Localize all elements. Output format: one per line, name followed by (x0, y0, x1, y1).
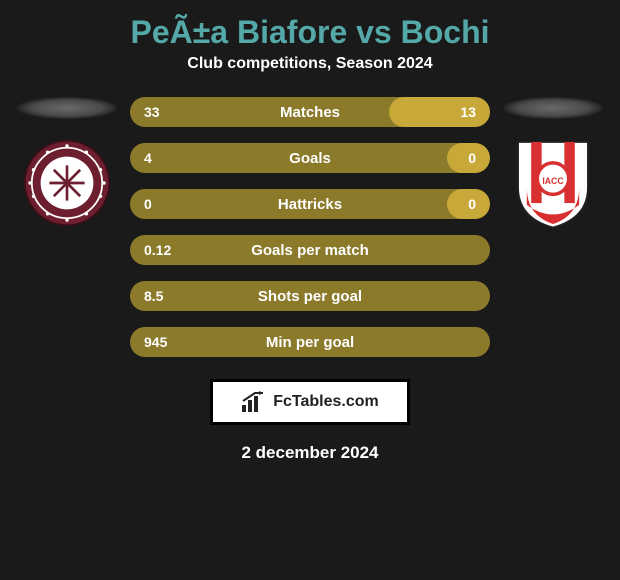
shadow-ellipse (17, 97, 117, 119)
stat-bar: 4Goals0 (130, 143, 490, 173)
stat-label: Matches (130, 97, 490, 127)
stat-bar: 0Hattricks0 (130, 189, 490, 219)
left-badge-column (12, 97, 122, 227)
stat-label: Min per goal (130, 327, 490, 357)
comparison-card: PeÃ±a Biafore vs Bochi Club competitions… (0, 0, 620, 463)
svg-text:IACC: IACC (542, 176, 564, 186)
date-line: 2 december 2024 (0, 443, 620, 463)
shadow-ellipse (503, 97, 603, 119)
page-title: PeÃ±a Biafore vs Bochi (0, 8, 620, 55)
stat-bar: 33Matches13 (130, 97, 490, 127)
stat-bar: 8.5Shots per goal (130, 281, 490, 311)
stat-bar: 0.12Goals per match (130, 235, 490, 265)
main-row: 33Matches134Goals00Hattricks00.12Goals p… (0, 97, 620, 357)
right-badge-column: IACC (498, 97, 608, 227)
stat-bar: 945Min per goal (130, 327, 490, 357)
instituto-badge-icon: IACC (509, 139, 597, 227)
stat-label: Shots per goal (130, 281, 490, 311)
stat-label: Goals per match (130, 235, 490, 265)
brand-text: FcTables.com (273, 393, 379, 411)
lanus-badge-icon (23, 139, 111, 227)
stat-label: Goals (130, 143, 490, 173)
stat-right-value: 0 (468, 143, 476, 173)
brand-box[interactable]: FcTables.com (210, 379, 410, 425)
stat-label: Hattricks (130, 189, 490, 219)
stats-column: 33Matches134Goals00Hattricks00.12Goals p… (130, 97, 490, 357)
stat-right-value: 13 (460, 97, 476, 127)
subtitle: Club competitions, Season 2024 (0, 55, 620, 97)
stat-right-value: 0 (468, 189, 476, 219)
chart-icon (241, 391, 267, 413)
